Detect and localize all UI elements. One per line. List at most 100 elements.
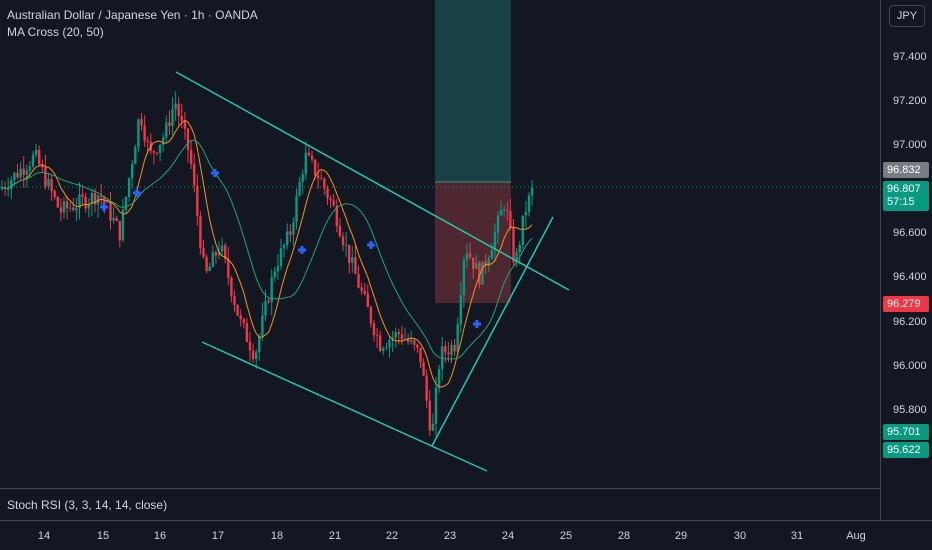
candle-body: [131, 164, 134, 179]
candle-body: [416, 344, 419, 348]
ma-cross-marker: [298, 246, 306, 254]
candle-body: [453, 344, 456, 352]
candle-body: [493, 232, 497, 251]
candle-body: [127, 178, 131, 198]
time-tick: 29: [674, 530, 688, 542]
candle-body: [78, 194, 81, 209]
stoch-rsi-pane[interactable]: Stoch RSI (3, 3, 14, 14, close): [0, 488, 880, 520]
candle-body: [124, 197, 128, 210]
ma-cross-marker: [367, 241, 375, 249]
candle-body: [75, 208, 78, 211]
candle-body: [301, 174, 304, 182]
time-tick: 18: [270, 530, 284, 542]
candle-body: [112, 217, 115, 221]
time-tick: 23: [443, 530, 457, 542]
candle-body: [344, 244, 348, 246]
time-tick: 28: [617, 530, 631, 542]
candle-body: [174, 103, 177, 110]
candle-body: [394, 332, 397, 338]
candle-body: [323, 179, 326, 189]
candle-body: [220, 245, 224, 252]
candle-body: [459, 294, 462, 325]
support-trendline: [431, 216, 554, 447]
candle-body: [419, 347, 422, 363]
candle-body: [69, 207, 72, 209]
candle-body: [518, 245, 521, 253]
candle-body: [242, 319, 245, 324]
candle-body: [146, 140, 149, 142]
ma-cross-label[interactable]: MA Cross (20, 50): [7, 25, 104, 39]
candle-body: [158, 144, 162, 154]
candle-body: [53, 190, 56, 197]
time-axis[interactable]: 14 15 16 17 18 21 22 23 24 25 28 29 30 3…: [0, 520, 932, 550]
candle-body: [503, 209, 506, 211]
candle-body: [38, 149, 41, 165]
candle-body: [360, 287, 363, 291]
candle-body: [224, 245, 227, 259]
price-chart[interactable]: Australian Dollar / Japanese Yen · 1h · …: [0, 0, 880, 488]
candle-body: [512, 227, 515, 263]
candle-body: [515, 252, 518, 263]
candle-body: [72, 207, 75, 211]
candle-body: [379, 335, 382, 352]
ma-slow-line: [1, 139, 533, 360]
time-tick: 17: [211, 530, 225, 542]
candle-body: [193, 163, 196, 186]
candle-body: [335, 205, 338, 227]
candle-body: [444, 346, 447, 353]
candle-body: [382, 348, 385, 352]
time-tick: 24: [501, 530, 515, 542]
candle-body: [251, 350, 255, 360]
candle-body: [490, 250, 493, 259]
time-tick: 16: [153, 530, 167, 542]
candle-body: [286, 231, 289, 245]
price-axis[interactable]: JPY 97.400 97.200 97.000 96.600 96.400 9…: [880, 0, 932, 520]
candle-body: [248, 341, 252, 351]
ma-cross-marker: [133, 189, 141, 197]
candle-body: [202, 248, 205, 257]
candle-body: [93, 193, 97, 205]
candle-body: [106, 201, 109, 203]
candle-body: [298, 181, 301, 196]
candle-body: [478, 262, 481, 285]
symbol-title[interactable]: Australian Dollar / Japanese Yen · 1h · …: [7, 8, 258, 22]
bar-countdown: 57:15: [887, 196, 915, 208]
candle-body: [34, 149, 38, 155]
candle-body: [28, 166, 32, 171]
candle-body: [431, 423, 435, 431]
candle-body: [255, 352, 258, 360]
candle-body: [214, 252, 218, 256]
candle-body: [183, 120, 187, 129]
candle-body: [16, 172, 19, 178]
candle-body: [484, 261, 487, 266]
candle-body: [487, 258, 490, 266]
candle-body: [351, 257, 354, 263]
candle-body: [0, 187, 4, 190]
price-tick: 97.400: [893, 51, 927, 63]
candle-body: [369, 306, 373, 324]
stop-price-tag: 96.279: [883, 296, 929, 312]
candle-body: [205, 256, 208, 271]
candle-body: [65, 201, 69, 209]
candle-body: [366, 293, 369, 307]
candle-body: [375, 335, 379, 337]
stoch-rsi-label[interactable]: Stoch RSI (3, 3, 14, 14, close): [7, 498, 168, 512]
channel-upper-line: [175, 71, 570, 291]
loss-zone: [435, 182, 511, 303]
last-price-tag: 96.807 57:15: [883, 181, 929, 211]
candle-body: [400, 334, 404, 340]
ma-cross-marker: [100, 203, 108, 211]
currency-button[interactable]: JPY: [889, 5, 925, 27]
time-tick: 22: [385, 530, 399, 542]
candle-body: [317, 175, 320, 179]
candle-body: [348, 244, 351, 263]
candle-body: [530, 187, 534, 196]
candle-body: [413, 340, 416, 345]
candle-body: [118, 220, 121, 241]
candle-body: [273, 271, 276, 278]
candle-body: [165, 122, 168, 138]
candle-body: [332, 200, 335, 206]
time-tick: 21: [328, 530, 342, 542]
candle-body: [437, 368, 441, 388]
candle-body: [180, 115, 183, 121]
